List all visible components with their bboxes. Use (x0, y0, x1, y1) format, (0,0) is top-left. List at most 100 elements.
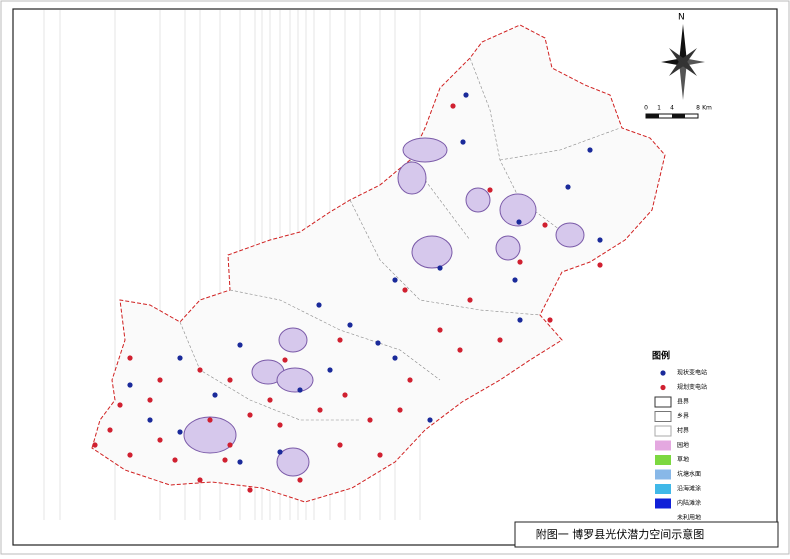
legend-title: 图例 (652, 350, 670, 362)
existing-substation (517, 317, 523, 323)
scale-label: 0 (644, 105, 648, 112)
planned-substation (337, 442, 343, 448)
planned-substation (517, 259, 523, 265)
zone (276, 367, 314, 393)
legend-swatch (655, 513, 671, 523)
legend-label: 乡界 (677, 413, 689, 420)
planned-substation (450, 103, 456, 109)
zone (499, 193, 537, 227)
zone (276, 447, 310, 477)
planned-substation (157, 437, 163, 443)
legend-label: 草地 (677, 456, 689, 464)
existing-substation (512, 277, 518, 283)
scale-labels: 0 1 4 8 Km (644, 105, 712, 112)
legend-swatch (654, 396, 672, 408)
planned-substation (367, 417, 373, 423)
legend-swatch (655, 440, 671, 451)
scale-label: 4 (670, 105, 674, 112)
potential-zones (183, 137, 585, 477)
legend-label: 村界 (677, 427, 689, 435)
existing-substation (597, 237, 603, 243)
legend-swatch (660, 370, 666, 376)
existing-substation (437, 265, 443, 271)
planned-substation (197, 367, 203, 373)
planned-substation (227, 377, 233, 383)
legend-swatch (654, 425, 672, 437)
scale-bar (645, 113, 699, 119)
planned-substation (397, 407, 403, 413)
planned-substation (457, 347, 463, 353)
legend-label: 县界 (677, 399, 689, 406)
scale-label: 8 (696, 105, 700, 112)
scale-label: Km (702, 105, 712, 112)
substations (92, 92, 603, 493)
existing-substation (277, 449, 283, 455)
existing-substation (565, 184, 571, 190)
zone (465, 187, 491, 213)
existing-substation (237, 459, 243, 465)
planned-substation (247, 487, 253, 493)
planned-substation (317, 407, 323, 413)
planned-substation (117, 402, 123, 408)
compass: N (661, 13, 705, 100)
planned-substation (147, 397, 153, 403)
legend-label: 坑塘水面 (677, 470, 701, 478)
planned-substation (282, 357, 288, 363)
zone (495, 235, 521, 261)
existing-substation (587, 147, 593, 153)
existing-substation (392, 277, 398, 283)
planned-substation (222, 457, 228, 463)
caption-box (514, 521, 779, 548)
legend-label: 园地 (677, 441, 689, 449)
planned-substation (227, 442, 233, 448)
existing-substation (375, 340, 381, 346)
zone (411, 235, 453, 269)
existing-substation (427, 417, 433, 423)
planned-substation (342, 392, 348, 398)
planned-substation (107, 427, 113, 433)
zone (278, 327, 308, 353)
planned-substation (197, 477, 203, 483)
frame (12, 8, 778, 546)
existing-substation (347, 322, 353, 328)
planned-substation (337, 337, 343, 343)
planned-substation (247, 412, 253, 418)
existing-substation (460, 139, 466, 145)
legend-swatch (655, 455, 671, 465)
planned-substation (127, 452, 133, 458)
planned-substation (402, 287, 408, 293)
legend-swatch (655, 498, 671, 509)
existing-substation (212, 392, 218, 398)
zone (183, 416, 237, 454)
existing-substation (177, 429, 183, 435)
existing-substation (147, 417, 153, 423)
planned-substation (127, 355, 133, 361)
legend-swatch (655, 469, 671, 480)
planned-substation (547, 317, 553, 323)
existing-substation (127, 382, 133, 388)
legend-label: 内陆滩涂 (677, 499, 701, 507)
existing-substation (516, 219, 522, 225)
legend-swatch (660, 384, 666, 391)
planned-substation (437, 327, 443, 333)
planned-substation (277, 422, 283, 428)
planned-substation (377, 452, 383, 458)
planned-substation (542, 222, 548, 228)
zone (397, 161, 427, 195)
existing-substation (316, 302, 322, 308)
planned-substation (207, 417, 213, 423)
compass-label: N (678, 13, 685, 23)
planned-substation (487, 187, 493, 193)
legend-swatch (655, 484, 671, 494)
planned-substation (497, 337, 503, 343)
legend-swatch (654, 411, 672, 422)
legend-label: 现状变电站 (677, 369, 707, 377)
existing-substation (392, 355, 398, 361)
existing-substation (297, 387, 303, 393)
zone (555, 222, 585, 248)
planned-substation (267, 397, 273, 403)
legend-label: 沿海滩涂 (677, 485, 701, 493)
planned-substation (157, 377, 163, 383)
